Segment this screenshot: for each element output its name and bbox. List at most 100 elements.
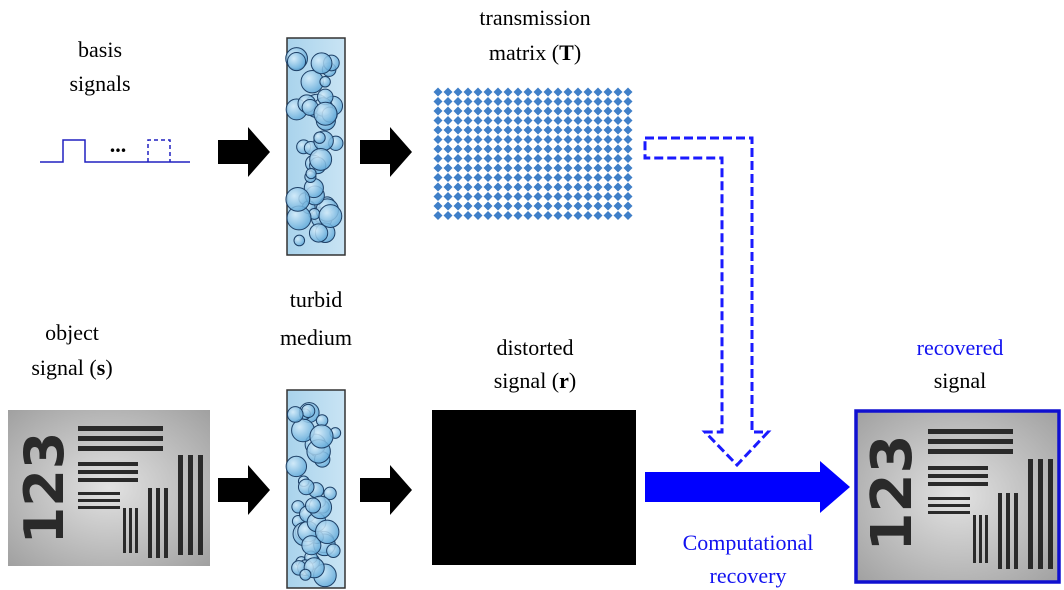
matrix-cell xyxy=(593,125,603,135)
matrix-cell xyxy=(553,182,563,192)
matrix-cell xyxy=(583,211,593,220)
matrix-cell xyxy=(433,192,443,201)
matrix-cell xyxy=(603,135,613,144)
matrix-cell xyxy=(593,201,603,211)
matrix-cell xyxy=(453,192,463,201)
matrix-cell xyxy=(473,106,483,116)
basis-signal-dashed xyxy=(147,139,171,162)
matrix-cell xyxy=(573,87,583,97)
matrix-cell xyxy=(463,97,473,106)
label-part: matrix ( xyxy=(489,40,559,65)
matrix-cell xyxy=(533,173,543,182)
matrix-cell xyxy=(503,125,513,135)
matrix-cell xyxy=(573,144,583,154)
label-part: ) xyxy=(105,355,112,380)
label: signals xyxy=(69,71,130,96)
label: recovery xyxy=(710,563,787,588)
matrix-cell xyxy=(573,135,583,144)
matrix-cell xyxy=(433,173,443,182)
matrix-cell xyxy=(583,201,593,211)
bubble xyxy=(285,186,311,212)
matrix-cell xyxy=(573,192,583,201)
matrix-cell xyxy=(593,182,603,192)
matrix-cell xyxy=(483,135,493,144)
matrix-cell xyxy=(553,211,563,220)
matrix-cell xyxy=(623,144,633,154)
matrix-cell xyxy=(493,144,503,154)
matrix-cell xyxy=(583,182,593,192)
matrix-cell xyxy=(533,97,543,106)
bubble xyxy=(299,568,312,581)
matrix-cell xyxy=(553,135,563,144)
matrix-cell xyxy=(523,144,533,154)
matrix-cell xyxy=(613,106,623,116)
matrix-cell xyxy=(593,97,603,106)
matrix-cell xyxy=(553,154,563,163)
matrix-cell xyxy=(603,163,613,173)
matrix-cell xyxy=(543,97,553,106)
matrix-cell xyxy=(623,192,633,201)
bubble xyxy=(310,52,333,75)
bubble xyxy=(301,535,322,556)
matrix-cell xyxy=(453,173,463,182)
matrix-cell xyxy=(513,211,523,220)
matrix-cell xyxy=(493,97,503,106)
matrix-cell xyxy=(533,87,543,97)
label-part: r xyxy=(559,368,569,393)
matrix-cell xyxy=(463,163,473,173)
matrix-cell xyxy=(613,97,623,106)
matrix-cell xyxy=(473,116,483,125)
matrix-cell xyxy=(433,182,443,192)
matrix-cell xyxy=(453,106,463,116)
matrix-cell xyxy=(613,154,623,163)
matrix-cell xyxy=(513,144,523,154)
matrix-cell xyxy=(463,106,473,116)
matrix-cell xyxy=(453,125,463,135)
matrix-cell xyxy=(473,87,483,97)
matrix-cell xyxy=(593,135,603,144)
matrix-cell xyxy=(553,87,563,97)
matrix-cell xyxy=(523,192,533,201)
matrix-cell xyxy=(453,97,463,106)
matrix-cell xyxy=(443,182,453,192)
label-part: signal ( xyxy=(31,355,96,380)
matrix-cell xyxy=(493,211,503,220)
matrix-cell xyxy=(583,192,593,201)
matrix-cell xyxy=(583,154,593,163)
matrix-cell xyxy=(603,192,613,201)
matrix-cell xyxy=(613,163,623,173)
matrix-cell xyxy=(433,97,443,106)
matrix-cell xyxy=(463,154,473,163)
matrix-cell xyxy=(623,135,633,144)
matrix-cell xyxy=(603,154,613,163)
matrix-cell xyxy=(593,144,603,154)
matrix-cell xyxy=(493,106,503,116)
matrix-cell xyxy=(563,211,573,220)
matrix-cell xyxy=(583,87,593,97)
matrix-cell xyxy=(443,201,453,211)
matrix-cell xyxy=(463,135,473,144)
matrix-cell xyxy=(543,192,553,201)
matrix-cell xyxy=(513,135,523,144)
matrix-cell xyxy=(583,144,593,154)
matrix-cell xyxy=(623,182,633,192)
matrix-cell xyxy=(583,135,593,144)
matrix-cell xyxy=(573,182,583,192)
matrix-cell xyxy=(563,135,573,144)
matrix-cell xyxy=(493,135,503,144)
recovered-image: 123 xyxy=(854,409,1061,584)
matrix-cell xyxy=(523,154,533,163)
label-part: s xyxy=(97,355,106,380)
bars xyxy=(78,426,203,558)
transmission-matrix xyxy=(433,87,633,220)
distorted-image xyxy=(432,410,636,565)
matrix-cell xyxy=(433,154,443,163)
matrix-cell xyxy=(513,97,523,106)
bubble xyxy=(286,52,307,72)
matrix-cell xyxy=(503,144,513,154)
arrows xyxy=(218,127,412,515)
matrix-cell xyxy=(503,87,513,97)
matrix-cell xyxy=(533,116,543,125)
bubble xyxy=(309,147,333,171)
label: basis xyxy=(78,37,122,62)
